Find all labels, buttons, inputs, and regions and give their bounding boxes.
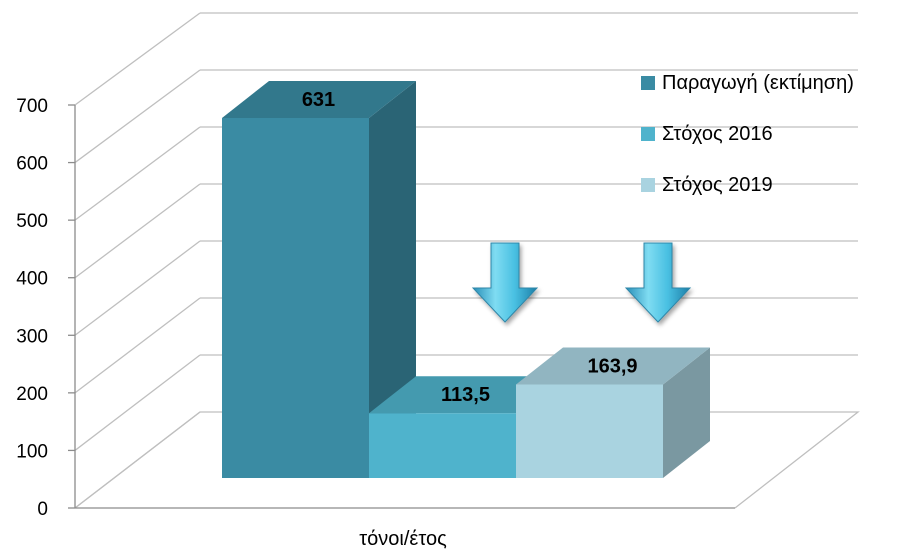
data-labels: 631 113,5 163,9: [302, 89, 638, 406]
data-label: 163,9: [587, 355, 637, 377]
legend-item: Στόχος 2019: [641, 174, 773, 196]
y-tick-label: 400: [16, 269, 48, 290]
down-arrow-icon: [471, 242, 539, 323]
bar-front: [369, 413, 516, 478]
legend-label: Παραγωγή (εκτίμηση): [662, 72, 854, 94]
legend-swatch: [641, 178, 655, 192]
y-tick-label: 100: [16, 441, 48, 462]
side-gridline: [74, 69, 201, 164]
side-gridline: [74, 183, 201, 279]
arrow-shape: [471, 242, 539, 323]
data-label: 113,5: [441, 384, 490, 406]
down-arrow-icon: [624, 242, 692, 323]
y-tick-label: 700: [16, 96, 48, 117]
legend-label: Στόχος 2019: [662, 174, 773, 196]
x-axis: τόνοι/έτος: [359, 528, 447, 550]
y-tick-label: 500: [16, 211, 48, 232]
legend-item: Παραγωγή (εκτίμηση): [641, 72, 854, 94]
bar-top: [222, 81, 416, 118]
y-tick-label: 300: [16, 326, 48, 347]
bar: [222, 81, 416, 478]
side-gridline: [74, 126, 201, 221]
y-tick-label: 0: [37, 499, 48, 520]
side-gridline: [74, 240, 201, 336]
bar-side: [369, 81, 416, 478]
bar-front: [516, 384, 663, 478]
bar-side: [663, 347, 710, 478]
legend: Παραγωγή (εκτίμηση) Στόχος 2016 Στόχος 201…: [641, 72, 854, 196]
bar-top: [516, 347, 710, 385]
bar-front: [222, 118, 369, 478]
legend-item: Στόχος 2016: [641, 123, 773, 145]
y-axis: 0 100 200 300 400 500 600 700: [16, 96, 76, 520]
data-label: 631: [302, 89, 335, 111]
side-gridline: [74, 354, 201, 451]
x-category-label: τόνοι/έτος: [359, 528, 447, 550]
side-gridline: [74, 12, 201, 106]
side-gridline: [74, 297, 201, 394]
legend-swatch: [641, 76, 655, 90]
bar-top: [369, 376, 563, 414]
bar: [516, 347, 710, 478]
y-tick-label: 200: [16, 384, 48, 405]
legend-swatch: [641, 127, 655, 141]
y-tick-label: 600: [16, 154, 48, 175]
bars: [222, 81, 710, 478]
legend-label: Στόχος 2016: [662, 123, 773, 145]
arrows: [471, 242, 692, 323]
arrow-shape: [624, 242, 692, 323]
